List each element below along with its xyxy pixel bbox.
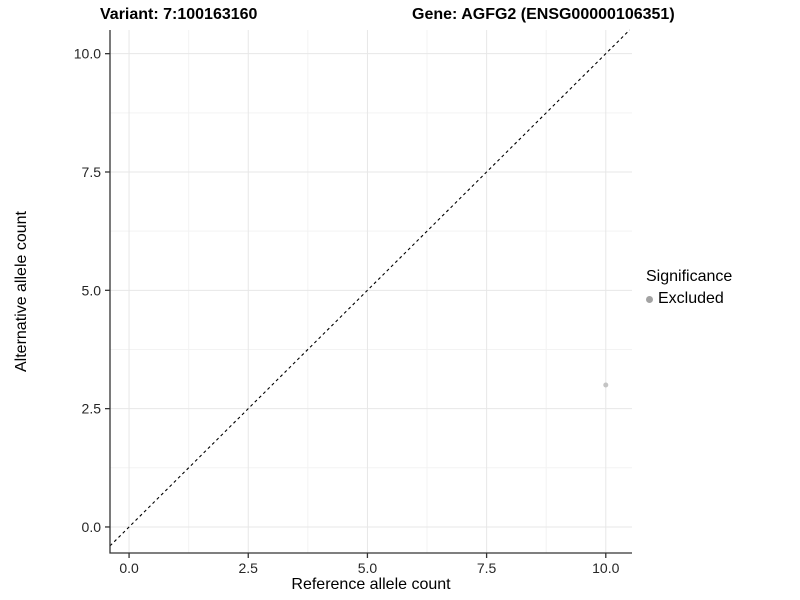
y-tick-label: 10.0 (74, 46, 101, 62)
legend-title: Significance (646, 268, 733, 285)
axis-lines (109, 30, 632, 554)
y-axis-label: Alternative allele count (13, 211, 30, 372)
y-tick-label: 7.5 (82, 164, 102, 180)
x-tick-label: 5.0 (358, 560, 378, 576)
legend-dot-icon (646, 295, 653, 303)
x-tick-label: 7.5 (477, 560, 497, 576)
legend: Significance Excluded (646, 268, 732, 308)
x-tick-label: 2.5 (239, 560, 259, 576)
x-tick-label: 0.0 (119, 560, 139, 576)
y-tick-label: 5.0 (82, 282, 102, 298)
variant-title: Variant: 7:100163160 (100, 6, 258, 23)
legend-item-excluded: Excluded (646, 290, 732, 308)
y-tick-label: 2.5 (82, 401, 102, 417)
gene-title: Gene: AGFG2 (ENSG00000106351) (412, 6, 675, 23)
legend-item-label: Excluded (658, 290, 724, 307)
y-tick-label: 0.0 (82, 519, 102, 535)
x-axis-label: Reference allele count (291, 576, 451, 593)
identity-line (109, 29, 631, 547)
data-point (603, 382, 609, 388)
x-tick-label: 10.0 (592, 560, 619, 576)
